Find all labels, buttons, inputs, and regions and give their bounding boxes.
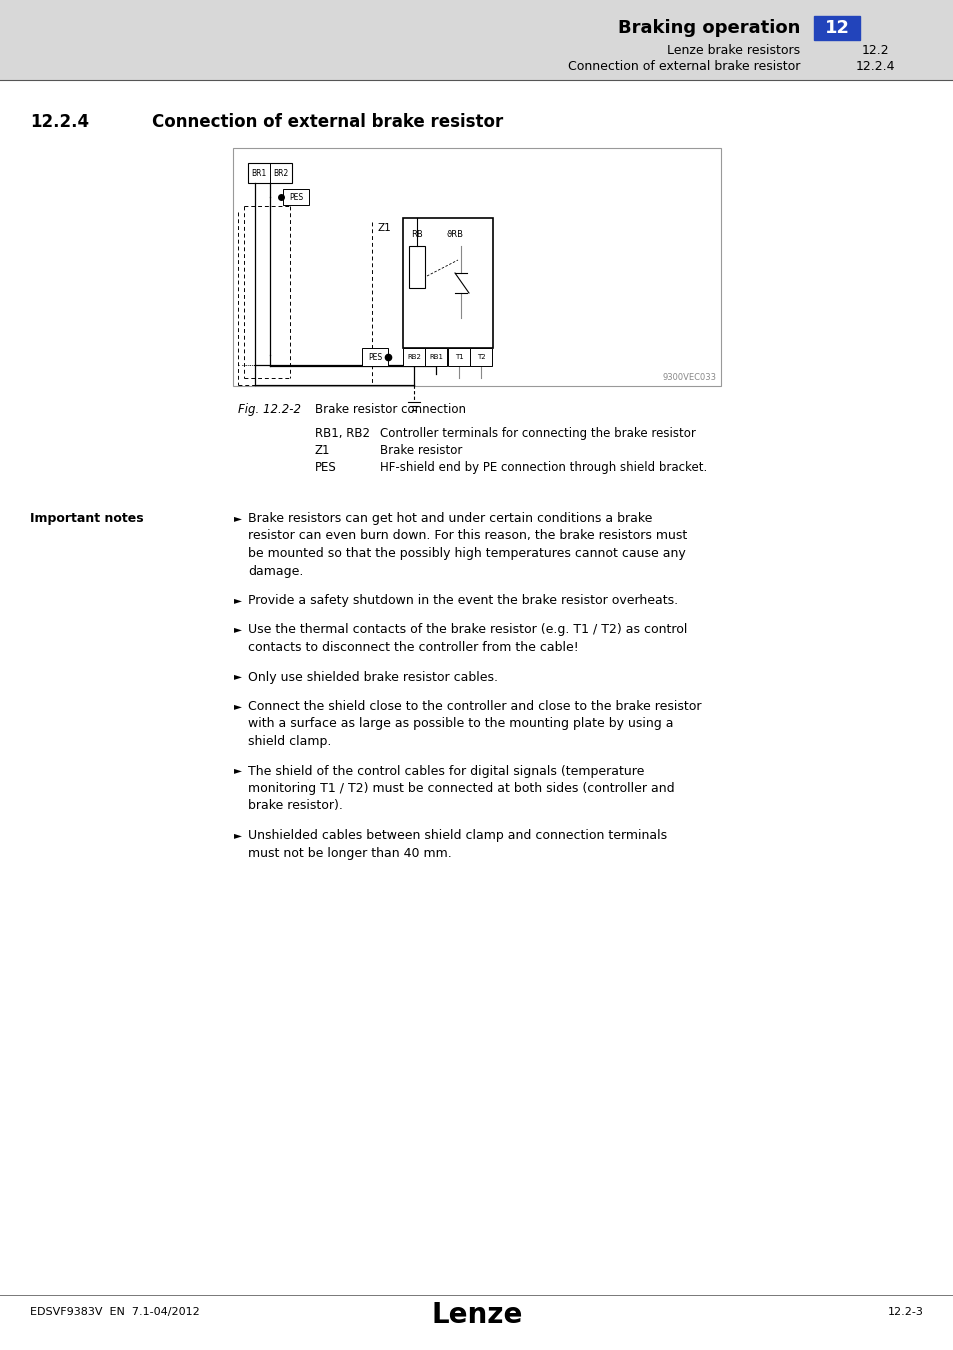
Text: T2: T2 xyxy=(476,354,485,360)
Text: Brake resistor connection: Brake resistor connection xyxy=(314,404,465,416)
Text: shield clamp.: shield clamp. xyxy=(248,734,331,748)
Text: ►: ► xyxy=(233,595,242,605)
Text: ►: ► xyxy=(233,625,242,634)
Text: RB1: RB1 xyxy=(429,354,443,360)
Text: ►: ► xyxy=(233,765,242,775)
Bar xyxy=(813,16,859,40)
Bar xyxy=(448,348,470,366)
Text: Lenze brake resistors: Lenze brake resistors xyxy=(666,43,800,57)
Text: Unshielded cables between shield clamp and connection terminals: Unshielded cables between shield clamp a… xyxy=(248,829,666,842)
Text: must not be longer than 40 mm.: must not be longer than 40 mm. xyxy=(248,846,452,860)
Text: Z1: Z1 xyxy=(314,444,330,458)
Text: The shield of the control cables for digital signals (temperature: The shield of the control cables for dig… xyxy=(248,764,643,778)
Bar xyxy=(0,1291,953,1350)
Bar xyxy=(425,348,447,366)
Text: Fig. 12.2-2: Fig. 12.2-2 xyxy=(237,404,301,416)
Bar xyxy=(0,80,953,1291)
Bar xyxy=(0,0,953,80)
Text: 9300VEC033: 9300VEC033 xyxy=(662,373,717,382)
Text: damage.: damage. xyxy=(248,564,303,578)
Text: Braking operation: Braking operation xyxy=(617,19,800,36)
Text: Use the thermal contacts of the brake resistor (e.g. T1 / T2) as control: Use the thermal contacts of the brake re… xyxy=(248,624,687,636)
Text: ϑRB: ϑRB xyxy=(446,230,463,239)
Text: BR2: BR2 xyxy=(274,169,289,177)
Text: Z1: Z1 xyxy=(376,223,391,234)
Bar xyxy=(402,217,493,348)
Text: Brake resistors can get hot and under certain conditions a brake: Brake resistors can get hot and under ce… xyxy=(248,512,652,525)
Bar xyxy=(470,348,492,366)
Text: be mounted so that the possibly high temperatures cannot cause any: be mounted so that the possibly high tem… xyxy=(248,547,685,560)
Text: 12.2.4: 12.2.4 xyxy=(30,113,89,131)
Text: resistor can even burn down. For this reason, the brake resistors must: resistor can even burn down. For this re… xyxy=(248,529,686,543)
Bar xyxy=(283,189,309,205)
Text: brake resistor).: brake resistor). xyxy=(248,799,342,813)
Text: 12: 12 xyxy=(823,19,848,36)
Text: Provide a safety shutdown in the event the brake resistor overheats.: Provide a safety shutdown in the event t… xyxy=(248,594,678,608)
Text: PES: PES xyxy=(368,352,381,362)
Text: RB1, RB2: RB1, RB2 xyxy=(314,427,370,440)
Text: Important notes: Important notes xyxy=(30,512,144,525)
Text: Only use shielded brake resistor cables.: Only use shielded brake resistor cables. xyxy=(248,671,497,683)
Text: Controller terminals for connecting the brake resistor: Controller terminals for connecting the … xyxy=(379,427,695,440)
Text: PES: PES xyxy=(314,460,336,474)
Text: EDSVF9383V  EN  7.1-04/2012: EDSVF9383V EN 7.1-04/2012 xyxy=(30,1307,199,1318)
Bar xyxy=(248,163,292,184)
Bar xyxy=(402,348,424,366)
Text: Connection of external brake resistor: Connection of external brake resistor xyxy=(152,113,503,131)
Text: RB: RB xyxy=(411,230,422,239)
Text: 12.2: 12.2 xyxy=(861,43,888,57)
Text: contacts to disconnect the controller from the cable!: contacts to disconnect the controller fr… xyxy=(248,641,578,653)
Text: BR1: BR1 xyxy=(251,169,266,177)
Text: ►: ► xyxy=(233,513,242,522)
Text: ►: ► xyxy=(233,701,242,711)
Text: HF-shield end by PE connection through shield bracket.: HF-shield end by PE connection through s… xyxy=(379,460,706,474)
Text: 12.2-3: 12.2-3 xyxy=(887,1307,923,1318)
Bar xyxy=(409,246,424,288)
Text: ►: ► xyxy=(233,830,242,840)
Bar xyxy=(361,348,388,366)
Text: RB2: RB2 xyxy=(407,354,420,360)
Text: with a surface as large as possible to the mounting plate by using a: with a surface as large as possible to t… xyxy=(248,717,673,730)
Text: Lenze: Lenze xyxy=(431,1301,522,1328)
Bar xyxy=(233,148,720,386)
Text: Connection of external brake resistor: Connection of external brake resistor xyxy=(567,59,800,73)
Text: Brake resistor: Brake resistor xyxy=(379,444,462,458)
Text: PES: PES xyxy=(289,193,303,201)
Text: T1: T1 xyxy=(455,354,463,360)
Text: ►: ► xyxy=(233,671,242,682)
Text: monitoring T1 / T2) must be connected at both sides (controller and: monitoring T1 / T2) must be connected at… xyxy=(248,782,674,795)
Text: Connect the shield close to the controller and close to the brake resistor: Connect the shield close to the controll… xyxy=(248,701,700,713)
Text: 12.2.4: 12.2.4 xyxy=(854,59,894,73)
